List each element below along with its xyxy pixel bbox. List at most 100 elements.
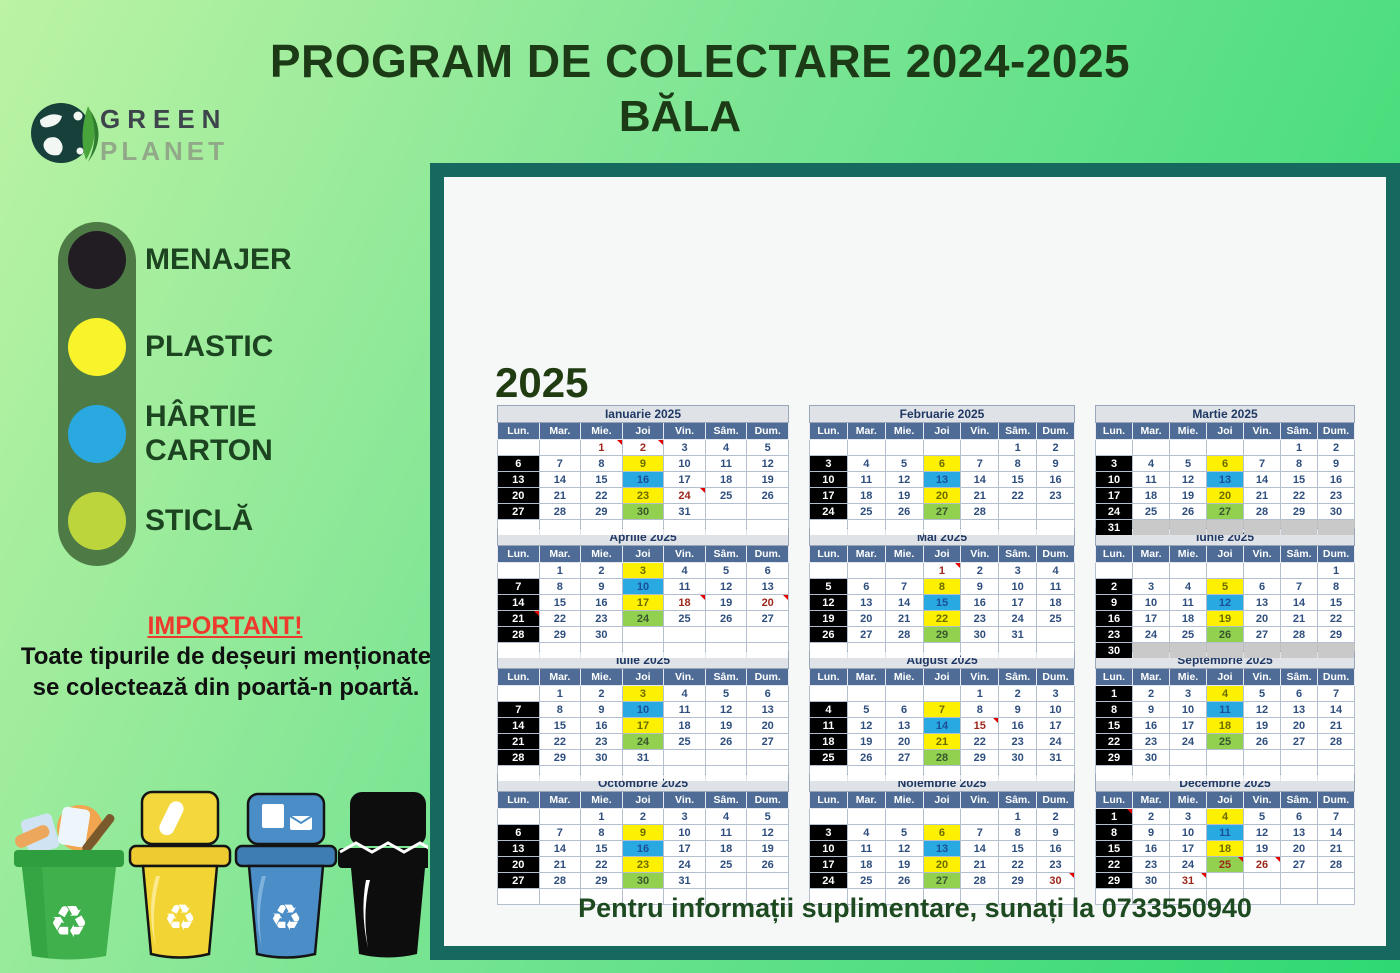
svg-text:♻: ♻ bbox=[49, 897, 88, 948]
day-cell bbox=[1280, 749, 1318, 766]
day-cell bbox=[704, 503, 748, 520]
day-cell: 27 bbox=[884, 749, 924, 766]
day-cell: 30 bbox=[960, 626, 1000, 643]
day-cell bbox=[1243, 519, 1281, 536]
day-cell: 8 bbox=[1280, 455, 1318, 472]
day-cell: 27 bbox=[1280, 856, 1318, 873]
weekday-header: Lun. bbox=[809, 422, 848, 440]
day-cell: 5 bbox=[846, 701, 886, 718]
day-cell: 8 bbox=[998, 824, 1038, 841]
weekday-header: Vin. bbox=[1243, 668, 1281, 686]
day-cell: 4 bbox=[704, 808, 748, 825]
day-cell bbox=[497, 562, 540, 579]
weekday-header: Joi bbox=[922, 668, 962, 686]
day-cell: 10 bbox=[621, 578, 665, 595]
day-cell: 16 bbox=[1095, 610, 1133, 627]
day-cell: 11 bbox=[704, 455, 748, 472]
day-cell: 16 bbox=[1132, 717, 1170, 734]
day-cell: 26 bbox=[704, 733, 748, 750]
day-cell bbox=[1317, 642, 1355, 659]
day-cell: 19 bbox=[746, 840, 789, 857]
note-marker bbox=[533, 611, 539, 616]
day-cell: 16 bbox=[960, 594, 1000, 611]
day-cell: 20 bbox=[922, 487, 962, 504]
day-cell: 8 bbox=[538, 701, 582, 718]
recycling-bins-illustration: ♻ ♻ ♻ bbox=[14, 790, 428, 960]
day-cell: 7 bbox=[538, 455, 582, 472]
day-cell: 9 bbox=[960, 578, 1000, 595]
day-cell bbox=[1036, 519, 1075, 536]
day-cell: 13 bbox=[497, 471, 540, 488]
day-cell bbox=[1132, 888, 1170, 905]
day-cell: 14 bbox=[538, 471, 582, 488]
day-cell: 1 bbox=[1317, 562, 1355, 579]
day-cell: 11 bbox=[1036, 578, 1075, 595]
day-cell bbox=[1206, 519, 1244, 536]
day-cell bbox=[1317, 888, 1355, 905]
day-cell: 3 bbox=[663, 439, 706, 456]
weekday-header: Vin. bbox=[960, 545, 1000, 563]
day-cell: 15 bbox=[1095, 717, 1133, 734]
weekday-header: Mie. bbox=[884, 422, 924, 440]
month-calendar: Septembrie 2025 Lun. Mar. Mie. Joi Vin. Sâm. Du… bbox=[1095, 651, 1355, 782]
day-cell: 1 bbox=[538, 685, 582, 702]
day-cell: 12 bbox=[1169, 471, 1207, 488]
day-cell: 27 bbox=[497, 872, 540, 889]
day-cell bbox=[884, 765, 924, 782]
day-cell: 18 bbox=[704, 840, 748, 857]
day-cell: 4 bbox=[846, 455, 886, 472]
legend-label-hartie-line1: HÂRTIE bbox=[145, 400, 257, 433]
day-cell: 17 bbox=[663, 840, 706, 857]
day-cell: 19 bbox=[704, 594, 748, 611]
weekday-header: Dum. bbox=[1036, 545, 1075, 563]
day-cell: 13 bbox=[497, 840, 540, 857]
day-cell bbox=[704, 626, 748, 643]
day-cell bbox=[1243, 872, 1281, 889]
day-cell: 20 bbox=[1243, 610, 1281, 627]
day-cell: 6 bbox=[1280, 685, 1318, 702]
day-cell: 19 bbox=[1243, 840, 1281, 857]
earth-leaf-icon bbox=[31, 103, 99, 163]
day-cell: 25 bbox=[846, 872, 886, 889]
day-cell: 15 bbox=[1095, 840, 1133, 857]
day-cell: 26 bbox=[1243, 856, 1281, 873]
day-cell: 5 bbox=[704, 562, 748, 579]
day-cell: 24 bbox=[663, 856, 706, 873]
day-cell bbox=[922, 685, 962, 702]
day-cell: 8 bbox=[580, 824, 623, 841]
day-cell bbox=[1132, 519, 1170, 536]
day-cell bbox=[846, 562, 886, 579]
day-cell: 28 bbox=[1243, 503, 1281, 520]
weekday-header: Dum. bbox=[1036, 422, 1075, 440]
day-cell: 10 bbox=[998, 578, 1038, 595]
day-cell: 19 bbox=[809, 610, 848, 627]
day-cell: 1 bbox=[1280, 439, 1318, 456]
day-cell bbox=[663, 765, 706, 782]
day-cell: 11 bbox=[704, 824, 748, 841]
weekday-header: Mie. bbox=[1169, 791, 1207, 809]
day-cell: 31 bbox=[1095, 519, 1133, 536]
weekday-header: Dum. bbox=[746, 545, 789, 563]
day-cell: 26 bbox=[846, 749, 886, 766]
day-cell: 21 bbox=[922, 733, 962, 750]
day-cell: 14 bbox=[538, 840, 582, 857]
day-cell bbox=[746, 519, 789, 536]
day-cell bbox=[663, 888, 706, 905]
day-cell bbox=[884, 685, 924, 702]
day-cell: 14 bbox=[1317, 824, 1355, 841]
day-cell: 24 bbox=[809, 872, 848, 889]
day-cell: 24 bbox=[1132, 626, 1170, 643]
month-calendar: Iunie 2025 Lun. Mar. Mie. Joi Vin. Sâm. Dum. 1 2 3… bbox=[1095, 528, 1355, 659]
day-cell: 15 bbox=[1317, 594, 1355, 611]
day-cell: 7 bbox=[922, 701, 962, 718]
weekday-header: Vin. bbox=[1243, 791, 1281, 809]
day-cell: 3 bbox=[809, 455, 848, 472]
day-cell: 31 bbox=[1169, 872, 1207, 889]
day-cell: 16 bbox=[580, 717, 623, 734]
weekday-header: Sâm. bbox=[998, 545, 1038, 563]
day-cell: 17 bbox=[1169, 840, 1207, 857]
day-cell: 5 bbox=[1206, 578, 1244, 595]
weekday-header: Joi bbox=[1206, 422, 1244, 440]
day-cell bbox=[746, 765, 789, 782]
day-cell: 10 bbox=[1132, 594, 1170, 611]
